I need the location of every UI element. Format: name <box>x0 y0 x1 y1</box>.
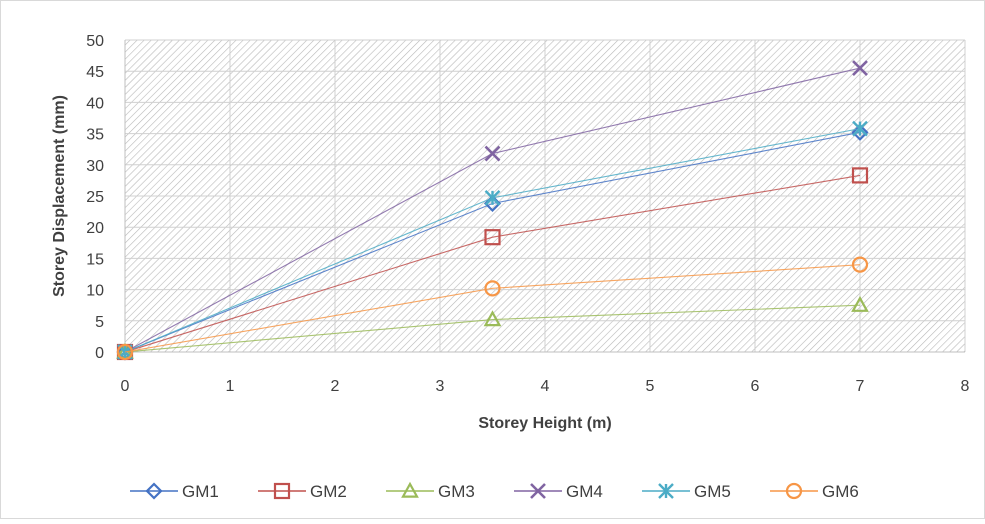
data-point-square <box>484 229 501 246</box>
y-axis-title: Storey Displacement (mm) <box>51 95 68 297</box>
y-tick-label: 50 <box>86 33 104 50</box>
series-group <box>116 60 869 361</box>
y-tick-label: 30 <box>86 158 104 175</box>
data-point-star <box>852 120 868 137</box>
series-line <box>124 174 861 353</box>
data-point-triangle <box>483 310 502 327</box>
legend-marker-x <box>530 483 546 499</box>
legend-label: GM5 <box>694 482 731 501</box>
legend-item-gm3: GM3 <box>386 481 475 501</box>
x-axis-title: Storey Height (m) <box>478 415 611 432</box>
x-tick-label: 2 <box>331 378 340 395</box>
data-point-circle <box>116 343 134 361</box>
legend-marker-star <box>658 483 674 499</box>
legend-item-gm1: GM1 <box>130 482 219 501</box>
legend-label: GM1 <box>182 482 219 501</box>
x-tick-label: 8 <box>961 378 970 395</box>
data-point-star <box>484 190 501 206</box>
y-tick-label: 20 <box>86 220 104 237</box>
legend-marker-square <box>273 482 291 500</box>
legend-marker-diamond <box>145 482 163 500</box>
y-tick-label: 15 <box>86 251 104 268</box>
legend-item-gm5: GM5 <box>642 482 731 501</box>
x-axis-ticks: 0 1 2 3 4 5 6 7 8 <box>121 378 970 395</box>
data-point-circle <box>484 280 501 297</box>
legend-item-gm6: GM6 <box>770 482 859 501</box>
x-tick-label: 4 <box>541 378 550 395</box>
x-tick-label: 5 <box>646 378 655 395</box>
y-tick-label: 35 <box>86 127 104 144</box>
data-point-square <box>851 167 869 184</box>
y-tick-label: 40 <box>86 95 104 112</box>
x-tick-label: 7 <box>856 378 865 395</box>
x-tick-label: 0 <box>121 378 130 395</box>
y-tick-label: 10 <box>86 283 104 300</box>
data-point-triangle <box>851 295 869 312</box>
legend-item-gm4: GM4 <box>514 482 603 501</box>
data-point-x <box>852 60 868 76</box>
y-tick-label: 45 <box>86 64 104 81</box>
legend-label: GM2 <box>310 482 347 501</box>
data-point-circle <box>851 256 869 273</box>
y-tick-label: 5 <box>95 314 104 331</box>
series-gm6 <box>116 256 869 361</box>
legend-label: GM6 <box>822 482 859 501</box>
x-tick-label: 1 <box>226 378 235 395</box>
data-point-x <box>484 145 501 162</box>
x-tick-label: 3 <box>436 378 445 395</box>
legend-label: GM3 <box>438 482 475 501</box>
series-line <box>124 304 861 353</box>
series-line <box>124 264 861 353</box>
legend-label: GM4 <box>566 482 603 501</box>
legend-marker-circle <box>785 482 803 500</box>
y-tick-label: 25 <box>86 189 104 206</box>
legend-marker-triangle <box>401 481 419 498</box>
y-axis-ticks: 0 5 10 15 20 25 30 35 40 45 50 <box>86 33 104 362</box>
x-tick-label: 6 <box>751 378 760 395</box>
y-tick-label: 0 <box>95 345 104 362</box>
legend: GM1 GM2 GM3 GM4 GM5 GM6 <box>130 481 859 501</box>
legend-item-gm2: GM2 <box>258 482 347 501</box>
